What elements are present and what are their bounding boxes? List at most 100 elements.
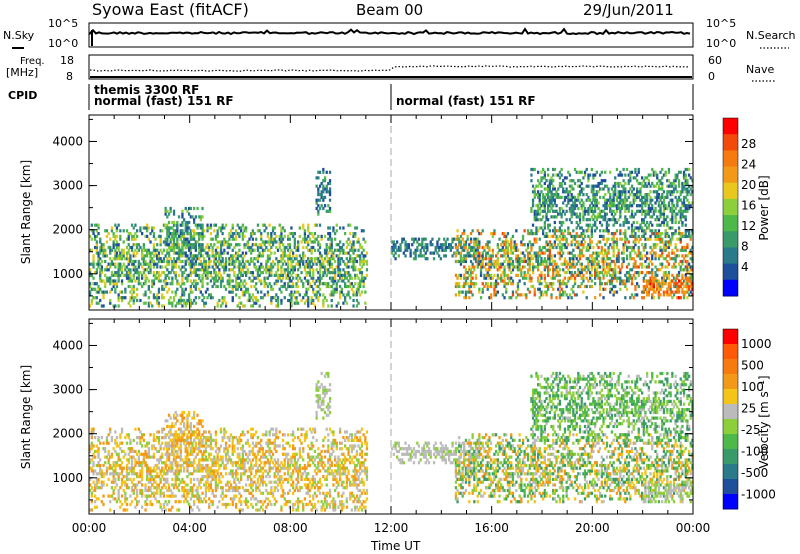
echo-cell	[127, 243, 130, 247]
echo-cell	[617, 248, 620, 252]
echo-cell	[496, 257, 499, 261]
echo-cell	[689, 248, 692, 252]
echo-cell	[612, 259, 615, 264]
echo-cell	[594, 184, 597, 188]
echo-cell	[456, 245, 459, 250]
echo-cell	[634, 262, 637, 266]
echo-cell	[312, 271, 315, 275]
echo-cell	[194, 243, 197, 247]
echo-cell	[193, 271, 196, 275]
echo-cell	[585, 193, 588, 197]
echo-cell	[538, 193, 541, 197]
echo-cell	[671, 212, 674, 216]
echo-cell	[478, 243, 481, 247]
echo-cell	[322, 179, 325, 183]
echo-cell	[313, 232, 317, 236]
echo-cell	[318, 198, 322, 202]
echo-cell	[570, 184, 573, 188]
echo-cell	[339, 284, 342, 289]
echo-cell	[548, 268, 551, 272]
echo-cell	[684, 181, 687, 186]
echo-cell	[355, 240, 359, 244]
echo-cell	[520, 240, 523, 244]
echo-cell	[630, 248, 634, 252]
echo-cell	[575, 273, 578, 277]
echo-cell	[463, 273, 466, 277]
echo-cell	[490, 273, 493, 277]
echo-cell	[565, 187, 568, 191]
echo-cell	[328, 284, 332, 289]
echo-cell	[672, 284, 676, 289]
echo-cell	[99, 257, 102, 261]
echo-cell	[144, 234, 147, 238]
echo-cell	[619, 173, 622, 177]
echo-cell	[362, 257, 365, 261]
echo-cell	[592, 251, 595, 255]
echo-cell	[95, 262, 98, 266]
echo-cell	[682, 195, 686, 199]
echo-cell	[270, 296, 273, 300]
echo-cell	[233, 245, 236, 250]
echo-cell	[95, 463, 98, 468]
echo-cell	[339, 262, 342, 266]
echo-cell	[139, 298, 142, 303]
echo-cell	[114, 248, 117, 252]
echo-cell	[360, 265, 364, 269]
echo-cell	[669, 257, 672, 261]
echo-cell	[594, 265, 597, 269]
echo-cell	[599, 229, 602, 233]
echo-cell	[184, 304, 187, 308]
echo-cell	[253, 296, 256, 300]
echo-cell	[107, 477, 110, 481]
echo-cell	[357, 268, 360, 272]
echo-cell	[592, 223, 595, 227]
echo-cell	[637, 229, 640, 233]
echo-cell	[463, 248, 466, 252]
echo-cell	[310, 248, 313, 252]
echo-cell	[570, 215, 573, 219]
echo-cell	[590, 187, 593, 191]
echo-cell	[506, 259, 510, 264]
echo-cell	[191, 301, 194, 305]
echo-cell	[630, 234, 634, 238]
echo-cell	[600, 181, 603, 186]
echo-cell	[671, 257, 674, 261]
echo-cell	[578, 271, 582, 275]
echo-cell	[90, 262, 93, 266]
echo-cell	[589, 284, 592, 289]
echo-cell	[199, 248, 202, 252]
echo-cell	[167, 259, 171, 264]
echo-cell	[360, 290, 364, 294]
echo-cell	[174, 243, 177, 247]
echo-cell	[641, 226, 644, 230]
echo-cell	[94, 436, 97, 440]
echo-cell	[154, 248, 157, 252]
echo-cell	[547, 254, 550, 258]
echo-cell	[115, 273, 119, 277]
echo-cell	[540, 179, 543, 183]
echo-cell	[671, 184, 674, 188]
echo-cell	[552, 167, 555, 172]
echo-cell	[686, 198, 689, 202]
echo-cell	[676, 296, 679, 300]
echo-cell	[305, 273, 308, 277]
echo-cell	[99, 262, 102, 266]
echo-cell	[498, 276, 501, 280]
echo-cell	[438, 245, 441, 250]
echo-cell	[194, 245, 197, 250]
echo-cell	[119, 265, 122, 269]
echo-cell	[124, 268, 127, 272]
echo-cell	[263, 243, 266, 247]
echo-cell	[681, 181, 684, 186]
echo-cell	[486, 282, 489, 286]
echo-cell	[189, 234, 192, 238]
echo-cell	[543, 259, 546, 264]
echo-cell	[641, 265, 644, 269]
echo-cell	[141, 254, 144, 258]
echo-cell	[641, 212, 644, 216]
echo-cell	[538, 279, 541, 283]
echo-cell	[394, 251, 397, 255]
echo-cell	[592, 212, 595, 216]
echo-cell	[179, 254, 182, 258]
echo-cell	[271, 226, 275, 230]
